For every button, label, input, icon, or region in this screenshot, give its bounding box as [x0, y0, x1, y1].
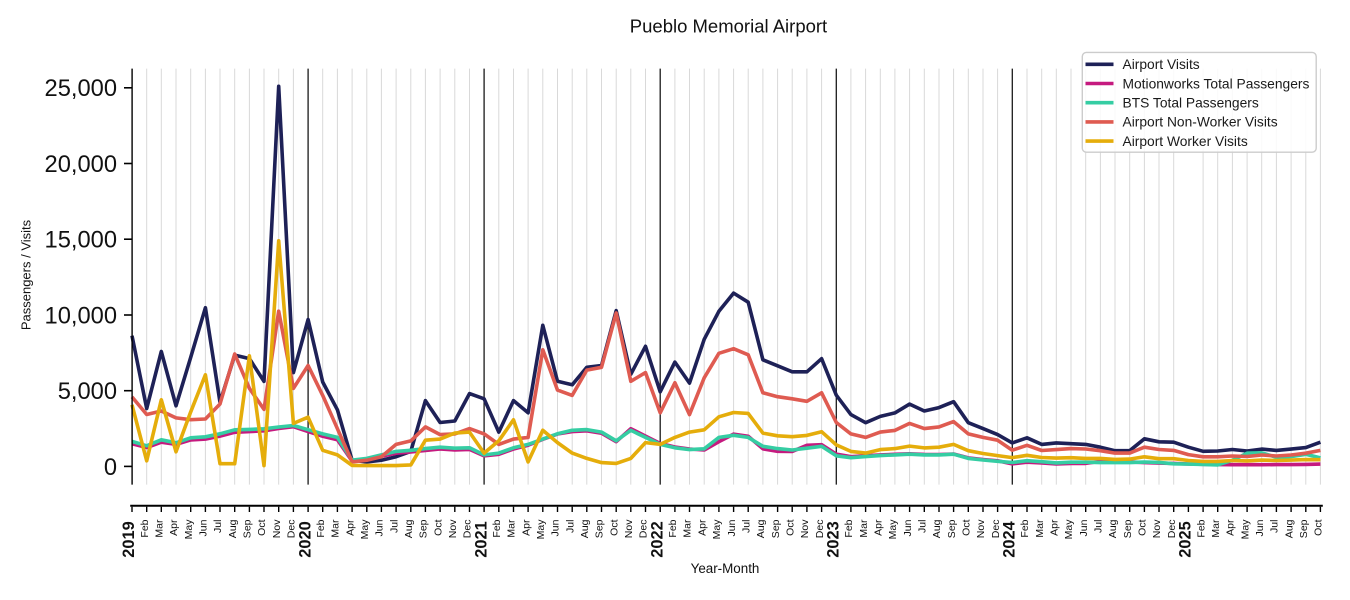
svg-text:0: 0	[104, 455, 117, 481]
svg-text:May: May	[183, 519, 195, 540]
svg-text:Aug: Aug	[1283, 519, 1295, 538]
svg-text:Dec: Dec	[462, 520, 474, 539]
svg-text:Sep: Sep	[242, 519, 254, 538]
svg-text:Mar: Mar	[330, 519, 342, 538]
svg-text:Aug: Aug	[931, 519, 943, 538]
svg-text:Feb: Feb	[1019, 519, 1031, 537]
svg-text:Airport Worker Visits: Airport Worker Visits	[1123, 134, 1248, 149]
svg-text:2021: 2021	[472, 521, 490, 557]
svg-text:Apr: Apr	[696, 519, 708, 536]
svg-text:Feb: Feb	[139, 519, 151, 537]
svg-text:Dec: Dec	[638, 520, 650, 539]
svg-text:Aug: Aug	[755, 519, 767, 538]
svg-text:May: May	[1063, 519, 1075, 540]
svg-text:Apr: Apr	[168, 519, 180, 536]
svg-text:2020: 2020	[296, 521, 314, 557]
svg-text:5,000: 5,000	[58, 379, 117, 405]
svg-text:2019: 2019	[120, 521, 138, 557]
svg-text:Apr: Apr	[344, 519, 356, 536]
svg-text:May: May	[359, 519, 371, 540]
svg-text:Mar: Mar	[1034, 519, 1046, 538]
svg-text:Dec: Dec	[286, 520, 298, 539]
svg-text:Sep: Sep	[1298, 519, 1310, 538]
svg-text:Jul: Jul	[1093, 520, 1105, 533]
svg-text:15,000: 15,000	[45, 228, 117, 254]
svg-text:10,000: 10,000	[45, 303, 117, 329]
svg-text:Sep: Sep	[1122, 519, 1134, 538]
svg-text:2022: 2022	[648, 521, 666, 557]
svg-text:Oct: Oct	[1313, 519, 1325, 535]
svg-text:Apr: Apr	[873, 519, 885, 536]
svg-text:Jun: Jun	[374, 519, 386, 536]
svg-text:Nov: Nov	[623, 519, 635, 538]
svg-text:Nov: Nov	[447, 519, 459, 538]
svg-text:Aug: Aug	[1107, 519, 1119, 538]
svg-text:20,000: 20,000	[45, 152, 117, 178]
svg-text:2025: 2025	[1177, 521, 1195, 557]
svg-text:Jul: Jul	[917, 520, 929, 533]
svg-text:May: May	[1239, 519, 1251, 540]
svg-text:Feb: Feb	[315, 519, 327, 537]
svg-text:Jun: Jun	[902, 519, 914, 536]
svg-text:Apr: Apr	[1225, 519, 1237, 536]
svg-text:Jun: Jun	[198, 519, 210, 536]
svg-text:Oct: Oct	[608, 519, 620, 535]
svg-text:Feb: Feb	[1195, 519, 1207, 537]
svg-text:25,000: 25,000	[45, 76, 117, 102]
svg-text:Oct: Oct	[256, 519, 268, 535]
svg-text:Jun: Jun	[1078, 519, 1090, 536]
svg-text:Feb: Feb	[843, 519, 855, 537]
svg-text:Jun: Jun	[1254, 519, 1266, 536]
svg-text:Feb: Feb	[491, 519, 503, 537]
svg-text:Oct: Oct	[961, 519, 973, 535]
svg-text:Jul: Jul	[212, 520, 224, 533]
svg-text:Feb: Feb	[667, 519, 679, 537]
svg-text:Jul: Jul	[388, 520, 400, 533]
svg-text:Sep: Sep	[770, 519, 782, 538]
svg-text:Aug: Aug	[403, 519, 415, 538]
svg-text:BTS Total Passengers: BTS Total Passengers	[1123, 96, 1259, 111]
svg-text:Aug: Aug	[579, 519, 591, 538]
svg-text:Passengers / Visits: Passengers / Visits	[19, 219, 34, 330]
svg-text:Nov: Nov	[1151, 519, 1163, 538]
svg-text:Jul: Jul	[1269, 520, 1281, 533]
svg-text:Motionworks Total Passengers: Motionworks Total Passengers	[1123, 76, 1310, 91]
svg-text:Dec: Dec	[1166, 520, 1178, 539]
svg-text:Mar: Mar	[506, 519, 518, 538]
svg-text:Mar: Mar	[1210, 519, 1222, 538]
svg-text:May: May	[535, 519, 547, 540]
svg-text:Sep: Sep	[946, 519, 958, 538]
svg-text:Airport Visits: Airport Visits	[1123, 57, 1200, 72]
svg-text:Oct: Oct	[432, 519, 444, 535]
svg-text:Dec: Dec	[814, 520, 826, 539]
svg-text:Airport Non-Worker Visits: Airport Non-Worker Visits	[1123, 115, 1278, 130]
svg-text:Oct: Oct	[1137, 519, 1149, 535]
svg-text:Mar: Mar	[858, 519, 870, 538]
svg-text:Aug: Aug	[227, 519, 239, 538]
svg-text:Pueblo Memorial Airport: Pueblo Memorial Airport	[630, 15, 827, 36]
svg-text:Apr: Apr	[1049, 519, 1061, 536]
svg-text:Nov: Nov	[975, 519, 987, 538]
svg-text:Jul: Jul	[740, 520, 752, 533]
svg-text:May: May	[887, 519, 899, 540]
svg-text:Jul: Jul	[564, 520, 576, 533]
svg-text:Dec: Dec	[990, 520, 1002, 539]
svg-text:Jun: Jun	[726, 519, 738, 536]
svg-text:Sep: Sep	[418, 519, 430, 538]
svg-text:2023: 2023	[825, 521, 843, 557]
svg-text:Apr: Apr	[520, 519, 532, 536]
svg-text:Mar: Mar	[682, 519, 694, 538]
svg-text:Jun: Jun	[550, 519, 562, 536]
svg-text:Oct: Oct	[784, 519, 796, 535]
svg-text:Year-Month: Year-Month	[691, 561, 760, 576]
svg-text:Mar: Mar	[154, 519, 166, 538]
svg-text:May: May	[711, 519, 723, 540]
svg-text:2024: 2024	[1001, 520, 1019, 557]
svg-text:Sep: Sep	[594, 519, 606, 538]
svg-text:Nov: Nov	[799, 519, 811, 538]
svg-text:Nov: Nov	[271, 519, 283, 538]
